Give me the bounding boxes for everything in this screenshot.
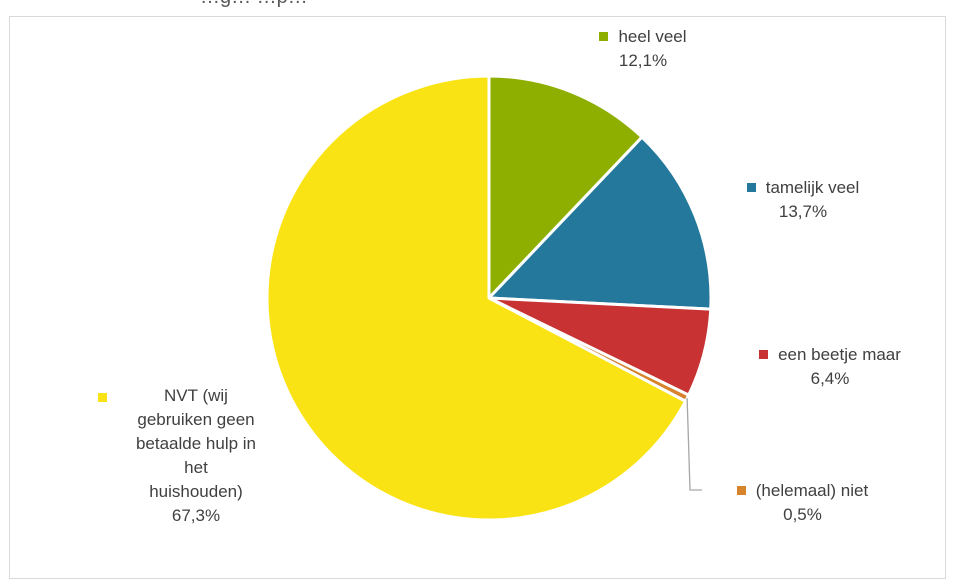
label-een-beetje-maar-value: 6,4% xyxy=(810,368,850,388)
label-nvt-line-4: het xyxy=(184,458,208,477)
label-nvt: NVT (wij gebruiken geen betaalde hulp in… xyxy=(88,384,292,528)
swatch-nvt xyxy=(98,393,107,402)
label-een-beetje-maar-name: een beetje maar xyxy=(778,344,901,364)
swatch-heel-veel xyxy=(599,32,609,41)
label-helemaal-niet-name: (helemaal) niet xyxy=(755,480,869,500)
label-heel-veel-name: heel veel xyxy=(618,26,687,46)
leader-line-helemaal-niet xyxy=(686,398,702,491)
swatch-helemaal-niet xyxy=(736,486,746,495)
label-tamelijk-veel-name: tamelijk veel xyxy=(765,177,860,197)
label-nvt-line-1: NVT (wij xyxy=(164,386,228,405)
pie-slice-0 xyxy=(487,74,644,300)
pie-slice-4 xyxy=(265,74,688,522)
pie-slice-1 xyxy=(487,135,713,311)
label-heel-veel-value: 12,1% xyxy=(618,50,668,70)
label-een-beetje-maar: een beetje maar 6,4% xyxy=(730,342,930,391)
swatch-tamelijk-veel xyxy=(746,183,756,192)
label-nvt-line-3: betaalde hulp in xyxy=(135,434,257,453)
label-helemaal-niet: (helemaal) niet 0,5% xyxy=(710,478,895,527)
label-nvt-line-2: gebruiken geen xyxy=(137,410,255,429)
label-tamelijk-veel: tamelijk veel 13,7% xyxy=(718,175,888,224)
label-tamelijk-veel-value: 13,7% xyxy=(778,201,828,221)
swatch-een-beetje-maar xyxy=(759,350,769,359)
label-nvt-line-5: huishouden) xyxy=(149,482,243,501)
chart-title-clipped: …g… …p… xyxy=(0,0,957,16)
label-helemaal-niet-value: 0,5% xyxy=(783,504,822,524)
label-nvt-value: 67,3% xyxy=(171,506,221,525)
label-heel-veel: heel veel 12,1% xyxy=(568,24,718,73)
